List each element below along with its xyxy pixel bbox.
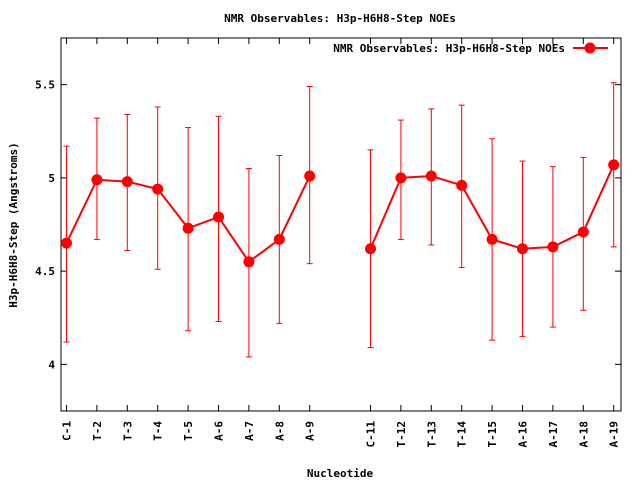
data-point: [608, 159, 620, 171]
x-tick-label: A-9: [304, 421, 317, 441]
x-tick-label: T-2: [91, 421, 104, 441]
chart-title: NMR Observables: H3p-H6H8-Step NOEs: [224, 12, 456, 25]
y-tick-label: 5: [48, 172, 55, 185]
legend-label: NMR Observables: H3p-H6H8-Step NOEs: [333, 42, 565, 55]
x-tick-label: A-18: [577, 421, 590, 448]
plot-frame: [60, 37, 622, 412]
data-point: [486, 233, 498, 245]
x-tick-label: A-8: [273, 421, 286, 441]
x-tick-label: T-14: [456, 421, 469, 448]
x-tick-label: T-4: [152, 421, 165, 441]
y-tick-label: 5.5: [35, 79, 55, 92]
x-tick-label: T-13: [425, 421, 438, 448]
x-tick-label: A-19: [608, 421, 621, 448]
data-point: [395, 172, 407, 184]
x-tick-label: A-7: [243, 421, 256, 441]
data-point: [517, 243, 528, 255]
x-axis-label: Nucleotide: [307, 467, 374, 480]
data-point: [152, 183, 164, 195]
data-point: [182, 222, 194, 234]
y-axis-label: H3p-H6H8-Step (Angstroms): [7, 142, 20, 308]
data-point: [61, 237, 72, 249]
y-tick-label: 4.5: [35, 265, 55, 278]
x-tick-label: C-11: [365, 421, 378, 448]
data-point: [213, 211, 224, 223]
legend-marker: [584, 42, 596, 54]
data-point: [273, 233, 285, 245]
data-point: [91, 174, 103, 186]
x-tick-label: A-6: [213, 421, 226, 441]
x-tick-label: T-3: [121, 421, 134, 441]
x-tick-label: A-17: [547, 421, 560, 448]
data-point: [547, 241, 559, 253]
data-point: [304, 170, 316, 182]
x-tick-label: T-15: [486, 421, 499, 448]
x-tick-label: T-5: [182, 421, 195, 441]
data-point: [425, 170, 437, 182]
data-point: [365, 243, 376, 255]
data-point: [243, 256, 255, 268]
x-tick-label: A-16: [517, 421, 530, 448]
data-point: [577, 226, 589, 238]
y-tick-label: 4: [48, 358, 55, 371]
x-tick-label: T-12: [395, 421, 408, 448]
x-tick-label: C-1: [61, 421, 74, 441]
data-point: [121, 176, 133, 188]
data-point: [456, 179, 468, 191]
legend: NMR Observables: H3p-H6H8-Step NOEs: [333, 42, 608, 55]
